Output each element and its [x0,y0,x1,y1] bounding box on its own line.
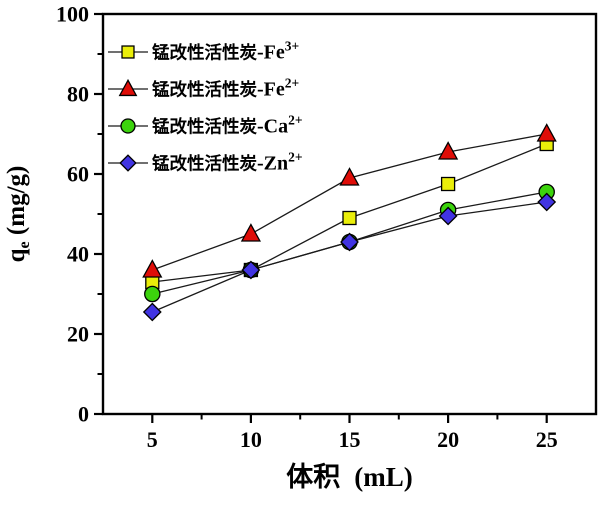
legend-label-chem: -Fe [257,79,285,101]
y-tick-label: 100 [56,2,89,27]
legend-item-fe3: 锰改性活性炭-Fe3+ [108,39,299,64]
x-tick-label: 10 [240,427,262,452]
marker-diamond-zn2-x5 [142,302,162,322]
x-tick-label: 5 [147,427,158,452]
legend-item-ca2: 锰改性活性炭-Ca2+ [108,113,303,138]
marker-triangle-fe2-x15 [339,167,360,186]
marker-triangle-fe2-x5 [142,259,163,278]
marker-triangle-fe2-x10 [240,223,261,242]
legend-label-prefix: 锰改性活性炭 [152,154,257,174]
legend-label-zn2: 锰改性活性炭-Zn2+ [152,150,303,175]
marker-diamond-zn2-x15 [340,232,359,252]
legend-label-chem: -Ca [257,116,288,138]
y-tick-label: 40 [67,242,89,267]
y-axis-title-unit: (mg/g) [3,166,30,242]
marker-triangle-fe2-x25 [536,123,557,142]
x-tick-label: 15 [339,427,361,452]
y-axis-title-subscript: e [16,241,33,248]
x-tick-label: 20 [437,427,459,452]
legend: 锰改性活性炭-Fe3+锰改性活性炭-Fe2+锰改性活性炭-Ca2+锰改性活性炭-… [108,39,303,175]
y-axis-title: qe (mg/g) [3,166,33,263]
legend-label-charge: 2+ [288,113,302,128]
legend-label-prefix: 锰改性活性炭 [152,80,257,100]
legend-label-charge: 2+ [285,76,299,91]
legend-label-ca2: 锰改性活性炭-Ca2+ [152,113,303,138]
marker-diamond-zn2-x25 [537,192,557,212]
marker-diamond-zn2-x20 [438,206,458,226]
legend-label-fe3: 锰改性活性炭-Fe3+ [152,39,299,64]
y-tick-label: 80 [67,82,89,107]
y-axis-title-base: q [3,248,30,262]
legend-label-charge: 3+ [285,39,299,54]
legend-marker-circle-ca2 [120,118,136,134]
marker-square-fe3-x15 [342,210,357,226]
legend-label-chem: -Zn [257,153,288,175]
marker-circle-ca2-x5 [144,285,161,303]
legend-item-fe2: 锰改性活性炭-Fe2+ [108,76,299,101]
marker-diamond-zn2-x10 [241,260,261,280]
legend-label-prefix: 锰改性活性炭 [152,117,257,137]
legend-label-prefix: 锰改性活性炭 [152,43,257,63]
y-tick-label: 60 [67,162,89,187]
legend-label-charge: 2+ [288,150,302,165]
legend-marker-square-fe3 [121,45,135,59]
x-axis-title-unit: (mL) [354,462,412,492]
legend-label-fe2: 锰改性活性炭-Fe2+ [152,76,299,101]
legend-marker-diamond-zn2 [119,154,137,172]
plot-border [101,12,598,416]
legend-label-chem: -Fe [257,42,285,64]
x-axis-title: 体积 (mL) [286,462,412,492]
x-axis-title-cjk: 体积 [286,462,340,492]
y-tick-label: 20 [67,322,89,347]
legend-marker-triangle-fe2 [118,78,138,97]
marker-square-fe3-x20 [440,176,456,192]
x-tick-label: 25 [536,427,558,452]
marker-triangle-fe2-x20 [438,141,459,160]
legend-item-zn2: 锰改性活性炭-Zn2+ [108,150,303,175]
y-tick-label: 0 [78,402,89,427]
